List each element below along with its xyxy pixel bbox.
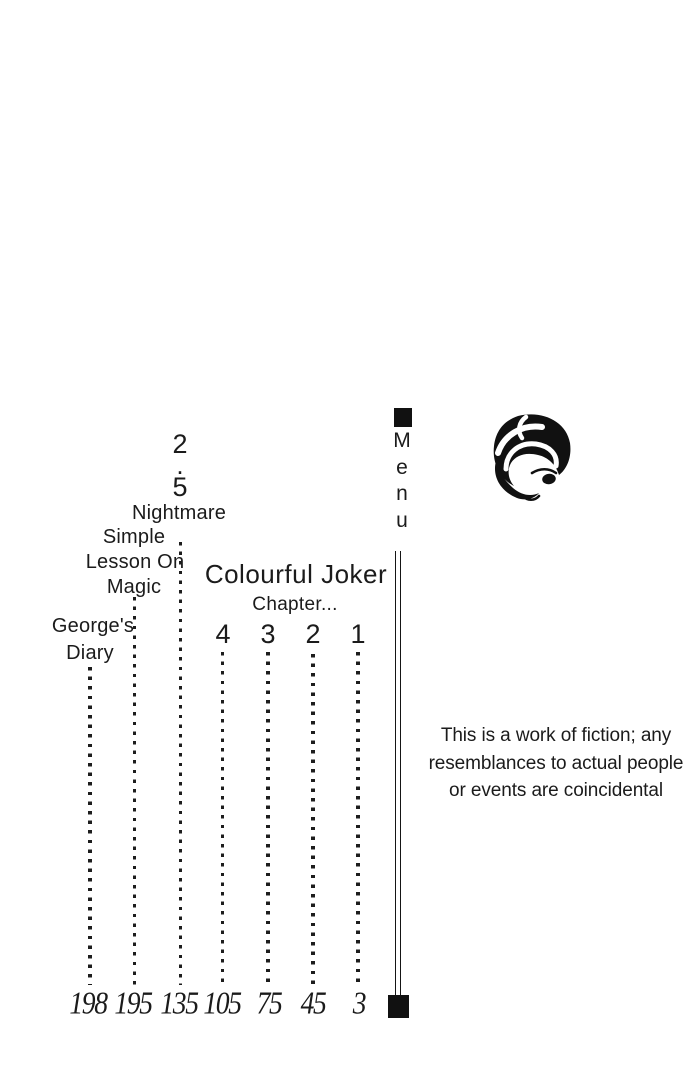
chapter-2-5-dot: . bbox=[176, 450, 184, 480]
page-number-45: 45 bbox=[300, 986, 327, 1021]
story-title-diary: Diary bbox=[66, 642, 114, 664]
leader-line-198 bbox=[88, 667, 92, 985]
page-number-195: 195 bbox=[114, 986, 153, 1021]
chapter-2-5-digit: 5 bbox=[172, 472, 188, 502]
menu-letter: e bbox=[396, 455, 408, 479]
menu-letter: n bbox=[396, 482, 408, 505]
disclaimer-line: This is a work of fiction; any bbox=[440, 725, 672, 746]
menu-letter: M bbox=[393, 429, 411, 452]
menu-vertical-label: M e n u bbox=[391, 428, 413, 534]
story-title-magic: Magic bbox=[106, 576, 162, 598]
menu-bottom-square-icon bbox=[388, 995, 409, 1018]
fiction-disclaimer: This is a work of fiction; any resemblan… bbox=[414, 722, 698, 805]
menu-letter: u bbox=[396, 508, 408, 532]
leader-line-105 bbox=[220, 652, 225, 985]
chapter-2-5-digit: 2 bbox=[172, 429, 188, 459]
page-number-135: 135 bbox=[160, 986, 199, 1021]
chapter-number-2: 2 bbox=[305, 619, 321, 649]
leader-line-135 bbox=[178, 542, 183, 985]
leader-line-195 bbox=[132, 597, 137, 985]
leader-line-3 bbox=[356, 652, 360, 985]
page-number-75: 75 bbox=[256, 986, 283, 1021]
menu-double-rule bbox=[394, 551, 401, 995]
page-number-198: 198 bbox=[69, 986, 108, 1021]
story-title-georges: George's bbox=[51, 615, 135, 637]
series-title: Colourful Joker bbox=[204, 559, 388, 589]
woman-face-swirl-hair-illustration bbox=[493, 414, 571, 502]
disclaimer-line: resemblances to actual people bbox=[428, 752, 684, 774]
chapter-heading: Chapter... bbox=[252, 594, 338, 615]
chapter-number-4: 4 bbox=[215, 619, 231, 649]
menu-top-square-icon bbox=[394, 408, 412, 427]
chapter-number-2-5: 2 . 5 bbox=[172, 429, 188, 502]
chapter-number-1: 1 bbox=[350, 619, 366, 649]
leader-line-75 bbox=[266, 652, 270, 985]
disclaimer-line: or events are coincidental bbox=[449, 780, 663, 801]
story-title-simple: Simple bbox=[102, 526, 166, 548]
story-title-nightmare: Nightmare bbox=[131, 502, 227, 524]
page-number-3: 3 bbox=[352, 986, 367, 1021]
leader-line-45 bbox=[311, 654, 315, 985]
page-number-105: 105 bbox=[203, 986, 242, 1021]
story-title-lesson-on: Lesson On bbox=[85, 551, 185, 573]
chapter-number-3: 3 bbox=[260, 619, 276, 649]
